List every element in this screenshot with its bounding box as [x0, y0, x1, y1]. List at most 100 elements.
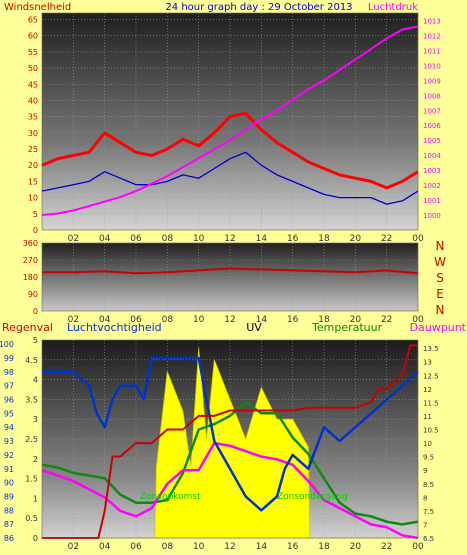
humidity-y-tick-label: 91 — [4, 465, 14, 474]
x-tick-label: 18 — [318, 234, 330, 244]
uv-y-tick-label: 3.5 — [25, 395, 38, 404]
humidity-y-tick-label: 88 — [4, 506, 14, 515]
x-tick-label: 08 — [162, 542, 174, 552]
x-tick-label: 12 — [224, 315, 235, 325]
uv-label: UV — [246, 321, 262, 334]
dewpoint-label: Dauwpunt — [410, 321, 467, 334]
compass-label-n-top: N — [436, 239, 445, 253]
compass-label-s: S — [436, 271, 444, 285]
x-tick-label: 06 — [130, 315, 142, 325]
temperature-y-tick-label: 13 — [423, 359, 432, 367]
humidity-label: Luchtvochtigheid — [67, 321, 162, 334]
x-tick-label: 02 — [68, 315, 79, 325]
temperature-y-tick-label: 9 — [423, 467, 427, 475]
wind-y-tick-label: 0 — [33, 226, 38, 235]
wind-y-tick-label: 25 — [28, 145, 38, 154]
wind-y-tick-label: 30 — [28, 129, 38, 138]
x-tick-label: 18 — [318, 315, 330, 325]
uv-y-tick-label: 0 — [33, 534, 38, 543]
temperature-y-tick-label: 7 — [423, 521, 427, 529]
humidity-y-tick-label: 90 — [4, 479, 14, 488]
wind-average-line — [41, 151, 419, 205]
uv-y-tick-label: 3 — [33, 415, 38, 424]
x-tick-label: 14 — [256, 315, 268, 325]
panel-frame — [41, 242, 419, 312]
x-tick-label: 20 — [350, 234, 362, 244]
x-tick-label: 16 — [287, 234, 299, 244]
rain-line — [42, 344, 418, 539]
wind-y-tick-label: 5 — [33, 210, 38, 219]
temperature-y-tick-label: 8 — [423, 494, 427, 502]
temperature-label: Temperatuur — [311, 321, 383, 334]
uv-y-tick-label: 2.5 — [25, 435, 38, 444]
humidity-y-tick-label: 96 — [4, 396, 14, 405]
temperature-y-tick-label: 12.5 — [423, 372, 439, 380]
humidity-y-tick-label: 98 — [4, 368, 14, 377]
x-tick-label: 04 — [99, 315, 111, 325]
uv-y-tick-label: 4 — [33, 376, 38, 385]
wind-y-tick-label: 20 — [28, 161, 38, 170]
pressure-y-tick-label: 1004 — [423, 152, 441, 160]
x-tick-label: 00 — [412, 234, 424, 244]
x-tick-label: 10 — [193, 234, 205, 244]
temperature-y-tick-label: 9.5 — [423, 454, 434, 462]
wind-y-tick-label: 60 — [28, 32, 38, 41]
temperature-line — [41, 401, 419, 526]
pressure-y-tick-label: 1006 — [423, 122, 441, 130]
uv-y-tick-label: 2 — [33, 455, 38, 464]
dewpoint-line — [41, 441, 419, 540]
x-tick-label: 16 — [287, 542, 299, 552]
x-tick-label: 04 — [99, 542, 111, 552]
x-tick-label: 12 — [224, 542, 235, 552]
pressure-y-tick-label: 1009 — [423, 77, 441, 85]
humidity-y-tick-label: 97 — [4, 382, 14, 391]
pressure-y-tick-label: 1011 — [423, 47, 441, 55]
x-tick-label: 22 — [381, 542, 392, 552]
compass-label-w: W — [434, 255, 446, 269]
pressure-y-tick-label: 1008 — [423, 92, 441, 100]
humidity-y-tick-label: 99 — [4, 354, 14, 363]
x-tick-label: 12 — [224, 234, 235, 244]
pressure-y-tick-label: 1010 — [423, 62, 441, 70]
x-tick-label: 20 — [350, 315, 362, 325]
pressure-y-tick-label: 1002 — [423, 182, 441, 190]
compass-label-e: E — [436, 287, 444, 301]
uv-y-tick-label: 1 — [33, 494, 38, 503]
humidity-y-tick-label: 95 — [4, 409, 14, 418]
wind-y-tick-label: 55 — [28, 48, 38, 57]
x-tick-label: 02 — [68, 234, 79, 244]
x-tick-label: 06 — [130, 234, 142, 244]
x-tick-label: 10 — [193, 542, 205, 552]
direction-y-tick-label: 0 — [33, 307, 38, 316]
x-tick-label: 08 — [162, 315, 174, 325]
x-tick-label: 02 — [68, 542, 79, 552]
pressure-y-tick-label: 1013 — [423, 17, 441, 25]
wind-speed-label: Windsnelheid — [4, 2, 71, 13]
temperature-y-tick-label: 7.5 — [423, 508, 434, 516]
sunrise-annotation: Zonsopkomst — [140, 492, 201, 502]
x-tick-label: 22 — [381, 315, 392, 325]
x-tick-label: 18 — [318, 542, 330, 552]
uv-y-tick-label: 1.5 — [25, 475, 38, 484]
direction-y-tick-label: 90 — [28, 290, 38, 299]
x-tick-label: 10 — [193, 315, 205, 325]
humidity-y-tick-label: 87 — [4, 520, 14, 529]
pressure-y-tick-label: 1003 — [423, 167, 441, 175]
humidity-y-tick-label: 92 — [4, 451, 14, 460]
wind-speed-line — [41, 111, 419, 190]
direction-y-tick-label: 360 — [23, 239, 38, 248]
pressure-y-tick-label: 1001 — [423, 197, 441, 205]
temperature-y-tick-label: 13.5 — [423, 345, 439, 353]
humidity-y-tick-label: 86 — [4, 534, 14, 543]
panel-frame — [41, 12, 419, 231]
pressure-y-tick-label: 1005 — [423, 137, 441, 145]
wind-y-tick-label: 50 — [28, 64, 38, 73]
sunset-annotation: Zonsondergang — [277, 492, 348, 502]
wind-direction-line — [42, 267, 419, 275]
pressure-y-tick-label: 1012 — [423, 32, 441, 40]
temperature-y-tick-label: 8.5 — [423, 481, 434, 489]
x-tick-label: 22 — [381, 234, 392, 244]
pressure-label: Luchtdruk — [368, 2, 418, 13]
